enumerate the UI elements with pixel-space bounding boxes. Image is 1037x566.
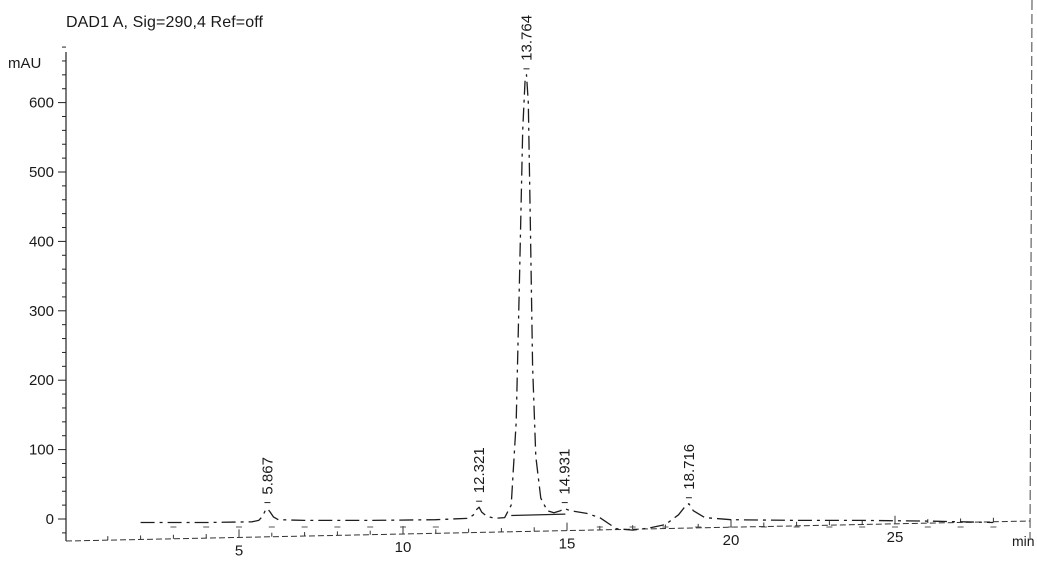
peak-labels: 5.867 12.321 13.764 14.931 18.716 [259,15,698,504]
axes: mAU 0 100 200 300 400 500 600 5 10 15 20 25 min [8,0,1035,559]
y-tick-label: 300 [29,303,54,320]
trace-group [140,74,994,531]
peak-label: 14.931 [557,449,574,495]
x-tick-label: 20 [723,532,740,549]
y-tick-label: 200 [29,372,54,389]
chart-title: DAD1 A, Sig=290,4 Ref=off [66,14,263,31]
integration-baseline [511,513,566,517]
peak-label: 13.764 [518,15,535,61]
y-tick-label: 600 [29,95,54,112]
x-tick-label: 25 [887,529,904,546]
y-tick-label: 400 [29,233,54,250]
x-axis-label: min [1012,533,1035,549]
x-axis-line [65,520,1031,542]
y-tick-label: 100 [29,442,54,459]
x-tick-label: 10 [395,539,412,556]
peak-label: 5.867 [259,457,276,495]
peak-label: 18.716 [681,444,698,490]
y-axis-label: mAU [8,55,41,72]
peak-label: 12.321 [471,447,488,493]
plot-right-border [1029,0,1033,541]
series-line [140,74,994,531]
y-tick-label: 500 [29,164,54,181]
x-tick-label: 15 [559,536,576,553]
x-tick-label: 5 [235,542,243,559]
y-tick-label: 0 [46,511,54,528]
